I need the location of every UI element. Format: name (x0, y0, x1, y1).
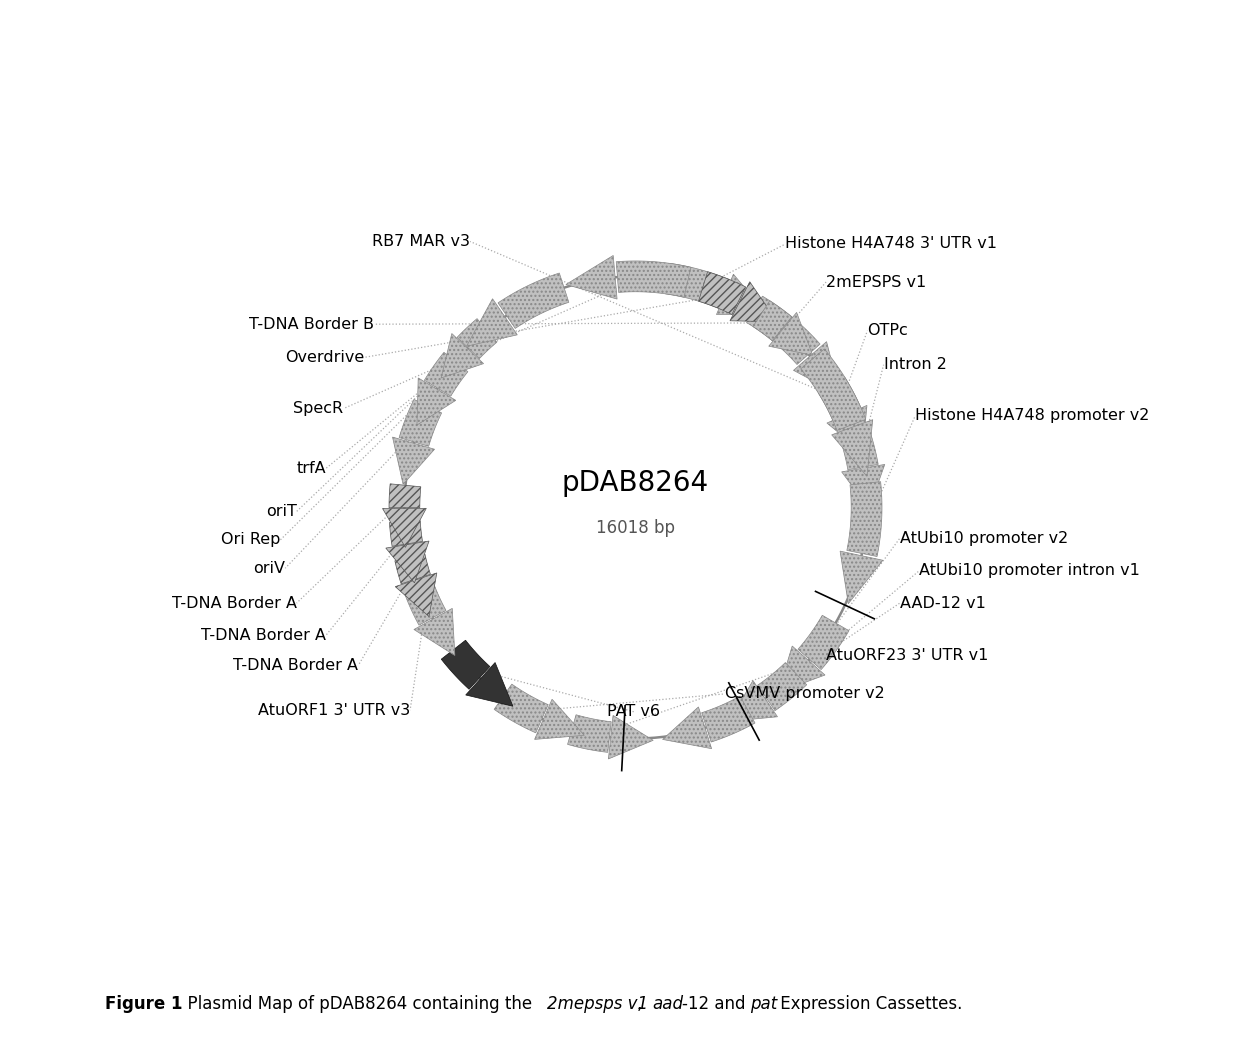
Text: pDAB8264: pDAB8264 (562, 470, 709, 497)
Text: -12 and: -12 and (682, 994, 750, 1013)
Polygon shape (565, 256, 618, 299)
Polygon shape (758, 662, 807, 711)
Text: Expression Cassettes.: Expression Cassettes. (775, 994, 962, 1013)
Text: T-DNA Border B: T-DNA Border B (249, 317, 374, 332)
Text: Overdrive: Overdrive (285, 350, 363, 365)
Polygon shape (498, 273, 569, 329)
Text: AAD-12 v1: AAD-12 v1 (900, 596, 986, 611)
Polygon shape (568, 715, 611, 752)
Text: oriT: oriT (265, 504, 296, 519)
Polygon shape (666, 263, 729, 307)
Polygon shape (399, 399, 441, 446)
Text: Histone H4A748 promoter v2: Histone H4A748 promoter v2 (915, 409, 1149, 423)
Polygon shape (414, 609, 455, 656)
Text: SpecR: SpecR (294, 401, 343, 416)
Text: trfA: trfA (296, 461, 326, 476)
Text: 2mEPSPS v1: 2mEPSPS v1 (826, 275, 926, 290)
Polygon shape (386, 541, 429, 583)
Polygon shape (842, 464, 885, 509)
Polygon shape (779, 647, 825, 692)
Text: Figure 1: Figure 1 (105, 994, 184, 1013)
Text: 16018 bp: 16018 bp (596, 519, 675, 537)
Text: AtuORF23 3' UTR v1: AtuORF23 3' UTR v1 (826, 648, 988, 662)
Text: ,: , (637, 994, 649, 1013)
Polygon shape (702, 696, 755, 742)
Polygon shape (616, 261, 691, 297)
Polygon shape (441, 334, 484, 378)
Polygon shape (827, 405, 867, 453)
Polygon shape (441, 640, 490, 690)
Text: 2mepsps v1: 2mepsps v1 (547, 994, 649, 1013)
Polygon shape (393, 437, 434, 484)
Polygon shape (389, 520, 423, 547)
Text: AtuORF1 3' UTR v3: AtuORF1 3' UTR v3 (258, 702, 410, 718)
Polygon shape (698, 272, 745, 315)
Polygon shape (662, 707, 712, 749)
Polygon shape (494, 684, 548, 733)
Polygon shape (753, 301, 792, 341)
Text: T-DNA Border A: T-DNA Border A (233, 658, 358, 673)
Polygon shape (717, 274, 768, 315)
Polygon shape (609, 715, 653, 759)
Text: RB7 MAR v3: RB7 MAR v3 (372, 234, 470, 249)
Text: Ori Rep: Ori Rep (221, 533, 280, 548)
Polygon shape (382, 509, 427, 548)
Polygon shape (458, 319, 497, 359)
Polygon shape (396, 573, 436, 616)
Text: CsVMV promoter v2: CsVMV promoter v2 (724, 687, 884, 701)
Polygon shape (839, 551, 883, 603)
Text: T-DNA Border A: T-DNA Border A (171, 596, 296, 611)
Polygon shape (466, 662, 513, 707)
Polygon shape (818, 377, 861, 419)
Text: Histone H4A748 3' UTR v1: Histone H4A748 3' UTR v1 (785, 237, 997, 252)
Text: Intron 2: Intron 2 (884, 357, 946, 373)
Polygon shape (730, 282, 777, 322)
Polygon shape (801, 349, 866, 431)
Polygon shape (746, 296, 820, 364)
Text: OTPc: OTPc (868, 323, 908, 338)
Text: aad: aad (652, 994, 683, 1013)
Polygon shape (832, 420, 873, 476)
Polygon shape (534, 699, 584, 739)
Polygon shape (847, 481, 882, 557)
Text: T-DNA Border A: T-DNA Border A (201, 628, 326, 643)
Polygon shape (389, 483, 420, 508)
Text: oriV: oriV (253, 561, 285, 576)
Text: . Plasmid Map of pDAB8264 containing the: . Plasmid Map of pDAB8264 containing the (177, 994, 538, 1013)
Polygon shape (424, 353, 467, 396)
Polygon shape (799, 615, 849, 670)
Polygon shape (729, 680, 777, 721)
Polygon shape (394, 554, 430, 583)
Polygon shape (841, 432, 878, 470)
Polygon shape (769, 313, 812, 355)
Polygon shape (403, 578, 446, 625)
Text: AtUbi10 promoter intron v1: AtUbi10 promoter intron v1 (919, 563, 1140, 578)
Text: PAT v6: PAT v6 (608, 704, 661, 719)
Polygon shape (466, 299, 517, 346)
Text: AtUbi10 promoter v2: AtUbi10 promoter v2 (900, 531, 1068, 545)
Polygon shape (417, 378, 456, 425)
Polygon shape (794, 341, 841, 396)
Text: pat: pat (750, 994, 777, 1013)
